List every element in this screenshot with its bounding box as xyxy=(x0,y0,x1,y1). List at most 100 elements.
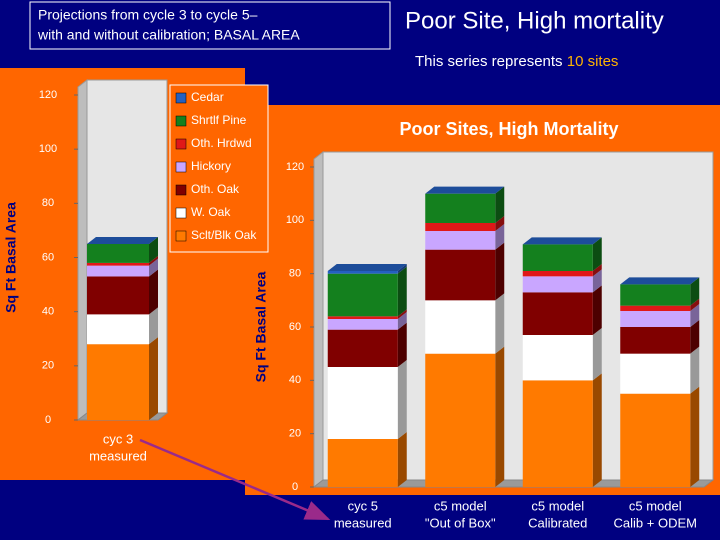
bar-side xyxy=(690,386,700,487)
legend-swatch xyxy=(175,184,187,196)
bar-side xyxy=(690,298,700,311)
bar-segment xyxy=(522,271,593,277)
y-tick-label: 80 xyxy=(42,197,54,209)
x-tick-label: measured xyxy=(334,515,392,530)
bar-side xyxy=(149,236,158,263)
x-tick-label: c5 model xyxy=(531,498,584,513)
y-axis-label: Sq Ft Basal Area xyxy=(253,271,269,382)
legend-swatch xyxy=(175,161,187,173)
legend-swatch xyxy=(175,115,187,127)
y-tick-label: 120 xyxy=(39,89,57,101)
legend-box xyxy=(169,84,269,253)
bar-side xyxy=(397,309,407,319)
bar-segment xyxy=(522,380,593,487)
x-tick-label: "Out of Box" xyxy=(425,515,496,530)
bar-top xyxy=(425,186,505,194)
bar-side xyxy=(495,216,505,231)
bar-side xyxy=(592,269,602,293)
x-tick-label: cyc 5 xyxy=(348,498,378,513)
y-tick-label: 60 xyxy=(42,251,54,263)
bar-side xyxy=(397,266,407,317)
bar-segment xyxy=(87,243,149,263)
bar-segment xyxy=(327,273,398,317)
bar-side xyxy=(690,320,700,354)
bar-segment xyxy=(620,393,691,487)
x-tick-label: c5 model xyxy=(434,498,487,513)
y-tick-label: 100 xyxy=(39,143,57,155)
bar-segment xyxy=(327,316,398,319)
bar-segment xyxy=(87,314,149,345)
bar-segment xyxy=(620,305,691,311)
bar-segment xyxy=(327,367,398,439)
bar-side xyxy=(149,269,158,315)
bar-segment xyxy=(327,271,398,274)
legend-label: Cedar xyxy=(191,90,224,104)
y-tick-label: 100 xyxy=(286,214,304,226)
bar-segment xyxy=(522,244,593,271)
x-tick-label: measured xyxy=(89,448,147,463)
arrow xyxy=(139,438,331,521)
bar-top xyxy=(327,264,407,271)
box-title: Projections from cycle 3 to cycle 5– xyxy=(38,7,258,23)
bar-side xyxy=(592,264,602,277)
bar-side xyxy=(690,346,700,394)
bar-top xyxy=(87,236,158,244)
bar-segment xyxy=(425,353,496,487)
bar-segment xyxy=(522,335,593,381)
chart-title: Poor Sites, High Mortality xyxy=(399,119,618,139)
bar-segment xyxy=(620,311,691,327)
bar-side xyxy=(690,277,700,306)
y-tick-label: 20 xyxy=(289,428,301,440)
bar-top xyxy=(522,237,602,245)
bar-side xyxy=(592,285,602,335)
legend-swatch xyxy=(175,207,187,219)
bar-segment xyxy=(425,223,496,231)
bar-segment xyxy=(425,300,496,354)
subtitle-text: This series represents xyxy=(415,53,563,70)
bar-segment xyxy=(87,276,149,315)
plot-side-wall xyxy=(77,78,88,422)
x-tick-label: Calib + ODEM xyxy=(614,515,697,530)
x-tick-label: cyc 3 xyxy=(103,431,133,446)
bar-side xyxy=(397,360,407,439)
bar-side xyxy=(397,322,407,367)
bar-side xyxy=(495,346,505,487)
plot-side-wall xyxy=(313,150,324,489)
bar-side xyxy=(592,237,602,271)
y-tick-label: 20 xyxy=(42,360,54,372)
box-title: with and without calibration; BASAL AREA xyxy=(37,27,300,43)
legend-swatch xyxy=(175,138,187,150)
bar-segment xyxy=(327,329,398,367)
y-tick-label: 0 xyxy=(292,481,298,493)
slide-title: Poor Site, High mortality xyxy=(405,7,664,34)
y-tick-label: 80 xyxy=(289,268,301,280)
bar-segment xyxy=(87,262,149,266)
y-tick-label: 40 xyxy=(42,306,54,318)
bar-segment xyxy=(620,327,691,354)
bar-side xyxy=(149,258,158,277)
bar-side xyxy=(495,224,505,250)
bar-side xyxy=(495,293,505,354)
bar-side xyxy=(592,328,602,381)
y-axis-label: Sq Ft Basal Area xyxy=(3,202,19,313)
subtitle-highlight: 10 sites xyxy=(567,53,619,70)
x-tick-label: c5 model xyxy=(629,498,682,513)
bar-side xyxy=(149,307,158,345)
legend-label: Oth. Hrdwd xyxy=(191,136,252,150)
bar-segment xyxy=(87,344,149,420)
bar-segment xyxy=(522,292,593,335)
bar-side xyxy=(495,186,505,223)
legend-swatch xyxy=(175,230,187,242)
subtitle: This series represents 10 sites xyxy=(415,53,618,70)
bar-side xyxy=(397,264,407,274)
legend-label: Oth. Oak xyxy=(191,182,240,196)
y-tick-label: 0 xyxy=(45,414,51,426)
bar-side xyxy=(690,304,700,327)
bar-side xyxy=(149,337,158,420)
y-tick-label: 60 xyxy=(289,321,301,333)
bar-segment xyxy=(620,284,691,306)
legend-label: Shrtlf Pine xyxy=(191,113,247,127)
legend-label: Sclt/Blk Oak xyxy=(191,228,257,242)
bar-side xyxy=(149,255,158,266)
